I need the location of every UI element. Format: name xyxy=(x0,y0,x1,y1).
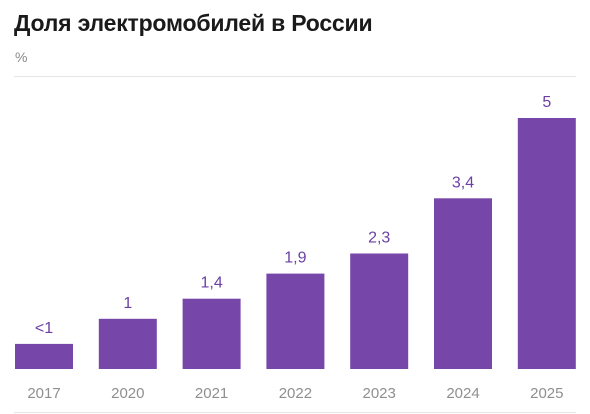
value-label-2025: 5 xyxy=(542,94,551,111)
bar-2017 xyxy=(15,343,73,369)
unit-label: % xyxy=(15,49,28,65)
bar-2025 xyxy=(517,118,576,369)
bar-2020 xyxy=(98,318,157,369)
bottom-divider xyxy=(14,412,576,413)
bar-2022 xyxy=(266,273,325,369)
value-label-2022: 1,9 xyxy=(284,250,306,267)
value-label-2023: 2,3 xyxy=(368,230,390,247)
value-label-2020: 1 xyxy=(123,295,132,312)
x-tick-label-2022: 2022 xyxy=(279,385,312,402)
chart-title: Доля электромобилей в России xyxy=(14,10,373,36)
value-label-2017: <1 xyxy=(35,320,53,337)
x-tick-label-2021: 2021 xyxy=(195,385,228,402)
bar-2021 xyxy=(182,298,241,369)
top-divider xyxy=(14,76,576,77)
x-tick-label-2017: 2017 xyxy=(27,385,60,402)
x-tick-label-2024: 2024 xyxy=(446,385,479,402)
value-label-2024: 3,4 xyxy=(452,174,474,191)
x-tick-label-2023: 2023 xyxy=(363,385,396,402)
bar-2023 xyxy=(350,253,409,369)
bar-2024 xyxy=(434,198,492,369)
x-tick-label-2025: 2025 xyxy=(530,385,563,402)
value-label-2021: 1,4 xyxy=(200,275,222,292)
x-tick-label-2020: 2020 xyxy=(111,385,144,402)
